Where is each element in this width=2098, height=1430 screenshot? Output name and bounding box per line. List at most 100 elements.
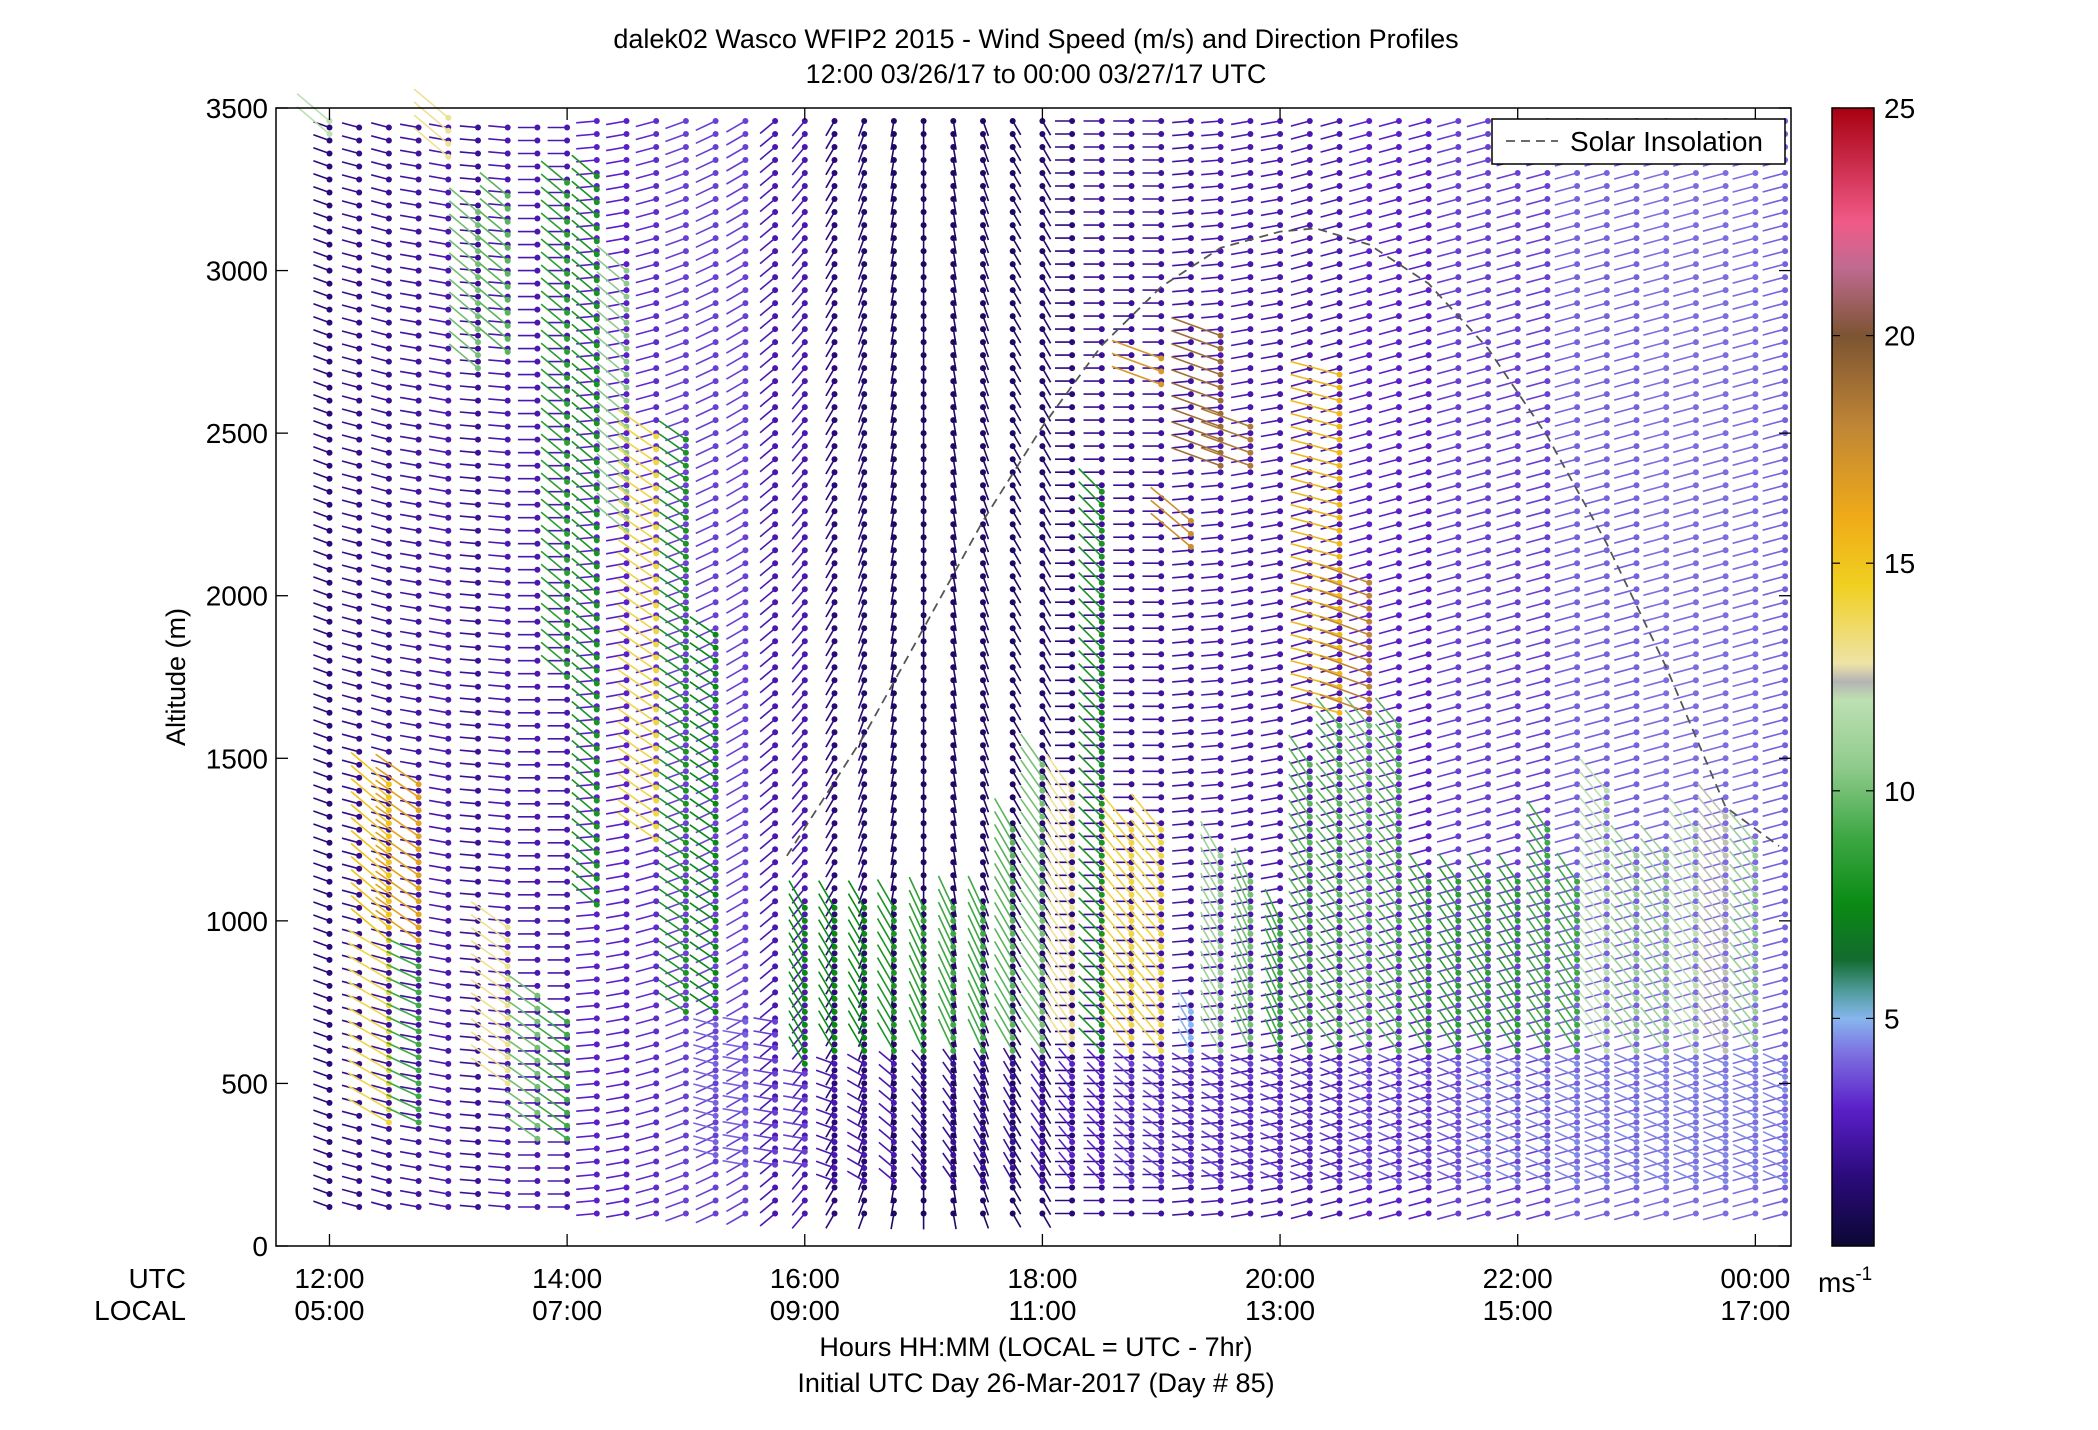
- wind-barb-dot: [594, 1093, 600, 1099]
- wind-barb-dot: [980, 118, 986, 124]
- wind-barb-dot: [713, 677, 719, 683]
- wind-barb-dot: [742, 573, 748, 579]
- wind-barb-dot: [445, 216, 451, 222]
- wind-barb-dot: [475, 1074, 481, 1080]
- wind-barb-dot: [980, 1061, 986, 1067]
- wind-barb-dot: [534, 931, 540, 937]
- wind-barb-dot: [772, 755, 778, 761]
- wind-barb-dot: [980, 944, 986, 950]
- wind-barb-dot: [564, 1009, 570, 1015]
- wind-barb-dot: [802, 131, 808, 137]
- wind-barb-dot: [445, 983, 451, 989]
- wind-barb-dot: [861, 1054, 867, 1060]
- wind-barb-dot: [564, 138, 570, 144]
- wind-barb-dot: [713, 801, 719, 807]
- wind-barb-dot: [653, 1172, 659, 1178]
- wind-barb-dot: [356, 645, 362, 651]
- wind-barb-dot: [802, 1136, 808, 1142]
- wind-barb-dot: [594, 303, 600, 309]
- wind-barb-dot: [475, 216, 481, 222]
- wind-barb-dot: [416, 671, 422, 677]
- wind-barb-dot: [742, 469, 748, 475]
- wind-barb-dot: [683, 918, 689, 924]
- wind-barb-dot: [356, 216, 362, 222]
- wind-barb-dot: [713, 866, 719, 872]
- wind-barb-dot: [713, 521, 719, 527]
- wind-barb-dot: [742, 1185, 748, 1191]
- wind-barb-dot: [980, 1022, 986, 1028]
- wind-barb-dot: [356, 567, 362, 573]
- wind-barb-dot: [386, 281, 392, 287]
- wind-barb-dot: [356, 372, 362, 378]
- wind-barb-dot: [832, 599, 838, 605]
- wind-barb-dot: [861, 1211, 867, 1217]
- wind-barb-dot: [624, 911, 630, 917]
- wind-barb-dot: [802, 859, 808, 865]
- wind-barb-dot: [802, 326, 808, 332]
- wind-barb-dot: [653, 1106, 659, 1112]
- wind-barb-dot: [713, 658, 719, 664]
- wind-barb-dot: [713, 1061, 719, 1067]
- wind-barb-dot: [683, 885, 689, 891]
- wind-barb-dot: [713, 645, 719, 651]
- wind-barb-dot: [416, 794, 422, 800]
- wind-barb-dot: [624, 898, 630, 904]
- wind-barb-dot: [416, 840, 422, 846]
- wind-barb-dot: [832, 118, 838, 124]
- wind-barb-dot: [742, 872, 748, 878]
- wind-barb-dot: [683, 378, 689, 384]
- chart-title: dalek02 Wasco WFIP2 2015 - Wind Speed (m…: [613, 24, 1458, 54]
- wind-barb-dot: [802, 209, 808, 215]
- wind-barb-dot: [327, 866, 333, 872]
- wind-barb-dot: [683, 450, 689, 456]
- wind-barb-dot: [861, 391, 867, 397]
- wind-barb-dot: [713, 1146, 719, 1152]
- wind-barb-dot: [742, 1097, 748, 1103]
- wind-barb-dot: [564, 258, 570, 264]
- wind-barb-dot: [534, 359, 540, 365]
- wind-barb-dot: [356, 1204, 362, 1210]
- wind-barb-dot: [356, 476, 362, 482]
- wind-barb-dot: [356, 398, 362, 404]
- wind-barb-dot: [802, 664, 808, 670]
- wind-barb-dot: [683, 944, 689, 950]
- wind-barb-dot: [505, 905, 511, 911]
- wind-barb-dot: [475, 528, 481, 534]
- wind-barb-dot: [653, 1159, 659, 1165]
- wind-barb-dot: [445, 255, 451, 261]
- wind-barb-dot: [713, 957, 719, 963]
- wind-barb-dot: [327, 1022, 333, 1028]
- wind-barb-dot: [980, 651, 986, 657]
- wind-barb-dot: [356, 723, 362, 729]
- wind-barb-dot: [564, 944, 570, 950]
- wind-barb-dot: [327, 1126, 333, 1132]
- wind-barb-dot: [475, 385, 481, 391]
- wind-barb-dot: [564, 684, 570, 690]
- wind-barb-dot: [534, 567, 540, 573]
- wind-barb-dot: [861, 482, 867, 488]
- wind-barb-dot: [564, 1136, 570, 1142]
- wind-barb-dot: [505, 125, 511, 131]
- wind-barb-dot: [713, 651, 719, 657]
- wind-barb-dot: [356, 1126, 362, 1132]
- wind-barb-dot: [386, 1126, 392, 1132]
- wind-barb-dot: [832, 957, 838, 963]
- wind-barb-dot: [327, 450, 333, 456]
- wind-barb-dot: [416, 294, 422, 300]
- wind-barb-dot: [534, 1178, 540, 1184]
- wind-barb-dot: [416, 1126, 422, 1132]
- wind-barb-dot: [980, 248, 986, 254]
- wind-barb-dot: [505, 151, 511, 157]
- wind-barb-dot: [624, 560, 630, 566]
- wind-barb-dot: [534, 216, 540, 222]
- wind-barb-dot: [624, 1093, 630, 1099]
- wind-barb-dot: [861, 157, 867, 163]
- wind-barb-dot: [534, 424, 540, 430]
- wind-barb-dot: [832, 131, 838, 137]
- wind-barb-dot: [713, 723, 719, 729]
- wind-barb-dot: [386, 1074, 392, 1080]
- wind-barb-dot: [921, 1178, 927, 1184]
- wind-barb-dot: [624, 1054, 630, 1060]
- wind-barb-dot: [356, 632, 362, 638]
- wind-barb-dot: [624, 1080, 630, 1086]
